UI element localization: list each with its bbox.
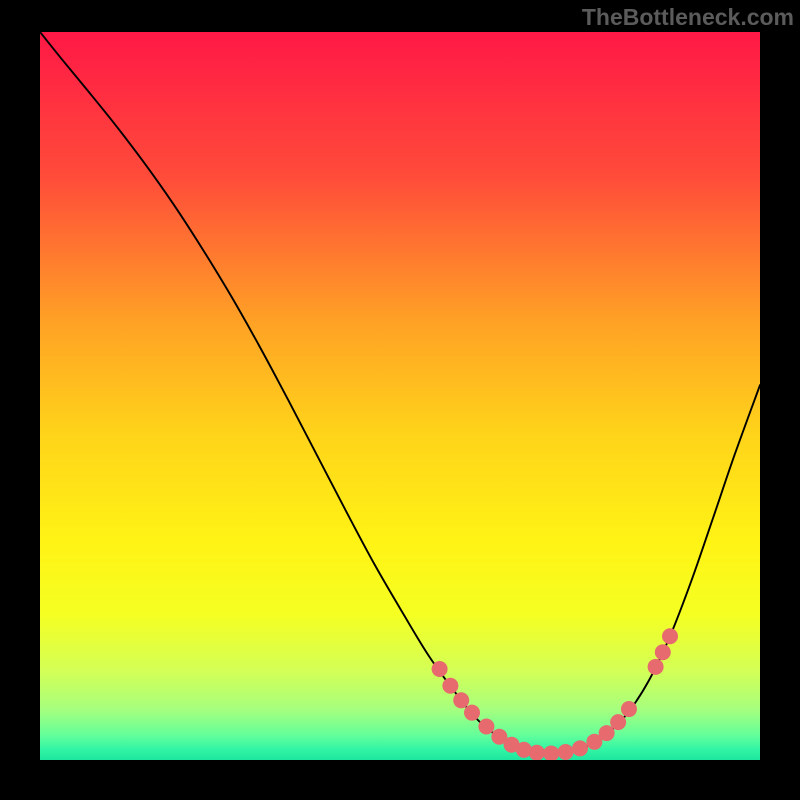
marker-dot (610, 714, 626, 730)
plot-area (40, 32, 760, 760)
chart-svg (40, 32, 760, 760)
gradient-background (40, 32, 760, 760)
marker-dot (655, 644, 671, 660)
chart-frame: TheBottleneck.com (0, 0, 800, 800)
marker-dot (621, 701, 637, 717)
watermark-text: TheBottleneck.com (582, 4, 794, 31)
marker-dot (442, 678, 458, 694)
marker-dot (478, 719, 494, 735)
marker-dot (558, 744, 574, 760)
marker-dot (432, 661, 448, 677)
marker-dot (453, 692, 469, 708)
marker-dot (572, 740, 588, 756)
marker-dot (464, 705, 480, 721)
marker-dot (648, 659, 664, 675)
marker-dot (529, 745, 545, 760)
marker-dot (662, 628, 678, 644)
